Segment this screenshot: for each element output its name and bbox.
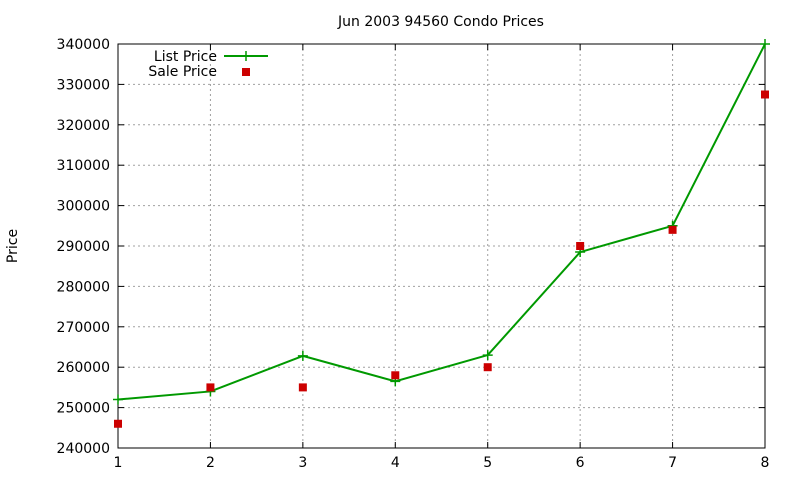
legend-label-list-price: List Price	[154, 49, 217, 65]
legend-marker-list-price	[241, 51, 251, 61]
x-tick-label: 8	[761, 455, 770, 471]
series	[113, 39, 770, 428]
y-tick-label: 250000	[57, 401, 110, 417]
grid	[118, 44, 765, 448]
y-tick-label: 340000	[57, 37, 110, 53]
series-line-list-price	[117, 43, 766, 401]
x-tick-labels: 1 2 3 4 5 6 7 8	[114, 455, 770, 471]
point-sale-price	[114, 419, 122, 428]
y-tick-label: 300000	[57, 199, 110, 215]
legend-label-sale-price: Sale Price	[148, 64, 217, 80]
x-tick-label: 4	[391, 455, 400, 471]
point-sale-price	[483, 363, 492, 372]
point-sale-price	[761, 90, 769, 99]
y-tick-label: 330000	[57, 77, 110, 93]
x-tick-label: 1	[114, 455, 123, 471]
y-tick-label: 270000	[57, 320, 110, 336]
y-tick-label: 240000	[57, 441, 110, 457]
point-list-price	[760, 39, 770, 49]
legend-marker-sale-price	[242, 68, 250, 76]
point-list-price	[113, 394, 123, 405]
y-tick-label: 280000	[57, 279, 110, 295]
point-sale-price	[668, 225, 677, 234]
point-sale-price	[206, 383, 215, 392]
y-tick-label: 290000	[57, 239, 110, 255]
y-tick-label: 310000	[57, 158, 110, 174]
point-sale-price	[576, 242, 585, 250]
plot-frame	[117, 43, 766, 449]
x-tick-label: 2	[206, 455, 215, 471]
legend: List Price Sale Price	[148, 49, 268, 80]
x-tick-label: 5	[483, 455, 492, 471]
point-list-price	[297, 350, 308, 361]
point-sale-price	[391, 371, 400, 380]
point-list-price	[482, 350, 493, 361]
y-tick-label: 260000	[57, 360, 110, 376]
x-tick-label: 7	[668, 455, 677, 471]
y-tick-label: 320000	[57, 118, 110, 134]
y-axis-label: Price	[5, 229, 21, 263]
x-tick-label: 3	[298, 455, 307, 471]
chart-title: Jun 2003 94560 Condo Prices	[337, 14, 544, 30]
axis-ticks	[117, 43, 766, 449]
point-sale-price	[298, 383, 307, 392]
y-tick-labels: 240000 250000 260000 270000 280000 290000 3000…	[57, 37, 110, 457]
x-tick-label: 6	[576, 455, 585, 471]
